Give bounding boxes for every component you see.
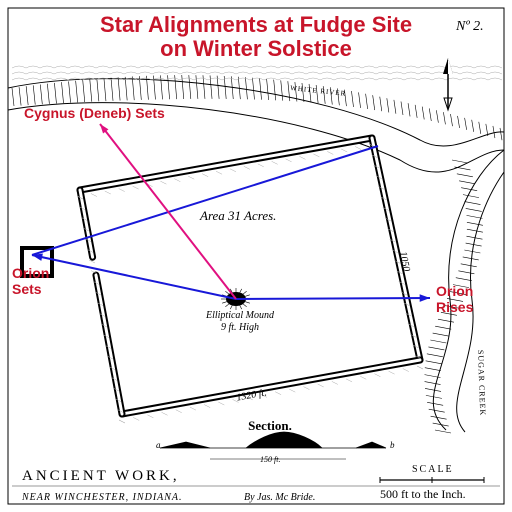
orion-rises-arrow: [236, 294, 430, 302]
plate-number: Nº 2.: [455, 19, 484, 34]
ancient-work-title: ANCIENT WORK,: [22, 468, 180, 484]
section-a: a: [156, 440, 161, 450]
section-title: Section.: [248, 418, 292, 433]
cygnus-label: Cygnus (Deneb) Sets: [24, 105, 165, 121]
title-line-2: on Winter Solstice: [160, 36, 352, 61]
scale-text: 500 ft to the Inch.: [380, 487, 466, 501]
section-scale: 150 ft.: [260, 455, 280, 464]
area-label: Area 31 Acres.: [199, 208, 276, 223]
orion-rises-label-1: Orion: [436, 283, 473, 299]
orion-sets-label-2: Sets: [12, 281, 42, 297]
title-line-1: Star Alignments at Fudge Site: [100, 12, 412, 37]
mound-label-1: Elliptical Mound: [205, 310, 275, 321]
location-label: NEAR WINCHESTER, INDIANA.: [21, 492, 183, 503]
diagram-root: WHITE RIVER SUGAR CREEK Area 31 Acres.1320…: [0, 0, 512, 512]
section-profile: Section. a b 150 ft.: [156, 418, 395, 464]
earthwork-enclosure: Area 31 Acres.1320 ft.1050: [77, 138, 423, 423]
surveyor-label: By Jas. Mc Bride.: [244, 492, 315, 503]
sugar-creek-label: SUGAR CREEK: [476, 350, 487, 417]
section-b: b: [390, 440, 395, 450]
scale-title: SCALE: [412, 464, 454, 475]
orion-sets-label-1: Orion: [12, 265, 49, 281]
orion-rises-label-2: Rises: [436, 299, 474, 315]
north-arrow-icon: [443, 58, 453, 110]
white-river-label: WHITE RIVER: [290, 84, 347, 98]
mound-label-2: 9 ft. High: [221, 322, 259, 333]
